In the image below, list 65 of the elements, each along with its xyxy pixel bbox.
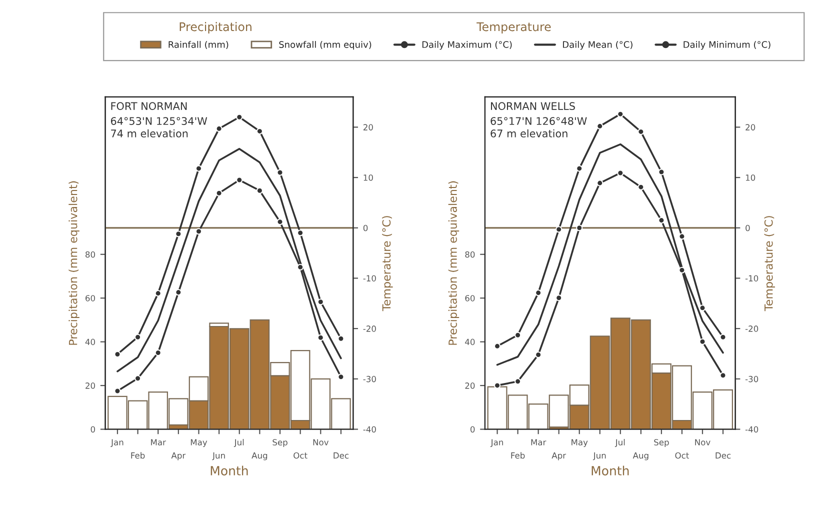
y-axis-title: Precipitation (mm equivalent) xyxy=(68,181,80,345)
x-axis-title: Month xyxy=(210,466,248,476)
chart-title: NORMAN WELLS xyxy=(490,102,575,110)
y-tick-label: 60 xyxy=(86,295,96,302)
y2-tick-label: 10 xyxy=(746,174,756,181)
y2-axis-title: Temperature (°C) xyxy=(382,216,393,312)
y2-tick-label: 20 xyxy=(746,124,756,130)
x-tick-label: Jan xyxy=(490,439,503,447)
legend-label: Daily Mean (°C) xyxy=(563,40,632,50)
x-tick-label: Apr xyxy=(171,452,186,460)
text: Precipitation xyxy=(180,22,252,34)
x-tick-label: Jun xyxy=(212,452,225,460)
legend-label: Rainfall (mm) xyxy=(168,40,228,49)
x-tick-label: Sep xyxy=(272,439,288,448)
x-tick-label: Jul xyxy=(614,438,625,447)
y2-tick-label: -20 xyxy=(745,326,758,332)
x-tick-label: Jun xyxy=(592,452,606,460)
legend-label: Daily Maximum (°C) xyxy=(422,40,512,50)
text: 64°53'N 125°34'W 74 m elevation xyxy=(110,117,208,138)
x-tick-label: Aug xyxy=(252,452,268,460)
x-tick-label: Jan xyxy=(110,439,124,447)
legend-label: Daily Minimum (°C) xyxy=(684,40,770,50)
y2-tick-label: -40 xyxy=(745,426,758,433)
y-tick-label: 80 xyxy=(465,251,475,258)
x-tick-label: Nov xyxy=(695,439,710,446)
x-tick-label: Mar xyxy=(151,439,166,446)
y-tick-label: 20 xyxy=(86,382,96,389)
y2-tick-label: -10 xyxy=(745,275,758,282)
x-tick-label: Jul xyxy=(234,438,244,447)
x-axis-title: Month xyxy=(592,466,629,476)
y2-tick-label: -30 xyxy=(363,376,376,382)
x-tick-label: Oct xyxy=(675,452,689,459)
text: Temperature xyxy=(476,22,551,34)
x-tick-label: Apr xyxy=(552,452,566,460)
y-tick-label: 80 xyxy=(86,251,96,258)
x-tick-label: Sep xyxy=(654,439,669,448)
y-tick-label: 0 xyxy=(90,426,96,433)
y-tick-label: 40 xyxy=(465,338,475,346)
y2-tick-label: 20 xyxy=(363,124,373,130)
chart-title: FORT NORMAN xyxy=(111,102,187,110)
y-tick-label: 20 xyxy=(465,382,475,389)
y2-tick-label: 10 xyxy=(364,174,373,181)
x-tick-label: Oct xyxy=(294,452,308,459)
y2-tick-label: -40 xyxy=(363,426,376,433)
x-tick-label: Feb xyxy=(511,452,525,459)
y2-tick-label: -30 xyxy=(745,376,758,382)
y-tick-label: 40 xyxy=(85,338,96,346)
y2-tick-label: 0 xyxy=(746,224,750,232)
x-tick-label: Aug xyxy=(632,452,648,460)
y2-tick-label: -20 xyxy=(363,326,376,332)
x-tick-label: Dec xyxy=(334,452,349,459)
x-tick-label: Mar xyxy=(531,439,546,446)
x-tick-label: May xyxy=(572,439,588,448)
text: 65°17'N 126°48'W 67 m elevation xyxy=(490,117,587,138)
y2-axis-title: Temperature (°C) xyxy=(764,216,775,312)
legend-label: Snowfall (mm equiv) xyxy=(279,40,372,50)
y-tick-label: 60 xyxy=(465,295,475,302)
y-tick-label: 0 xyxy=(470,426,475,433)
y2-tick-label: -10 xyxy=(363,275,376,282)
x-tick-label: Feb xyxy=(131,452,145,459)
y2-tick-label: 0 xyxy=(363,224,368,232)
x-tick-label: Nov xyxy=(313,439,329,446)
x-tick-label: Dec xyxy=(716,452,731,459)
x-tick-label: May xyxy=(190,439,208,448)
y-axis-title: Precipitation (mm equivalent) xyxy=(448,181,460,345)
